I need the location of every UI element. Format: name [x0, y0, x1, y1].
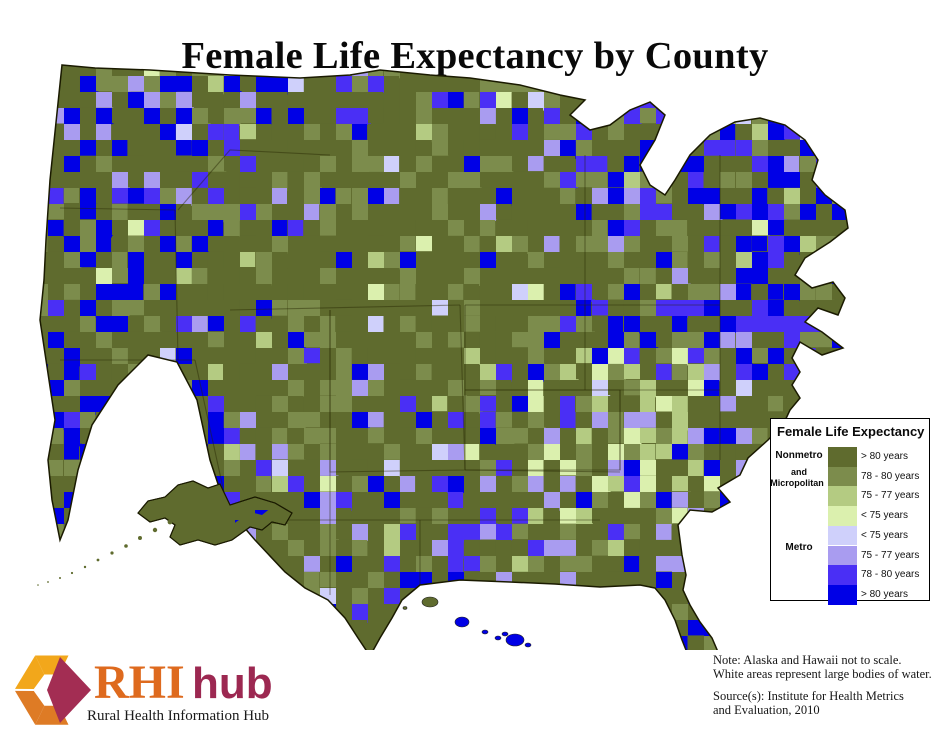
svg-text:hub: hub — [192, 659, 273, 708]
svg-text:RHI: RHI — [94, 656, 185, 709]
svg-text:Rural Health Information Hub: Rural Health Information Hub — [87, 708, 269, 724]
